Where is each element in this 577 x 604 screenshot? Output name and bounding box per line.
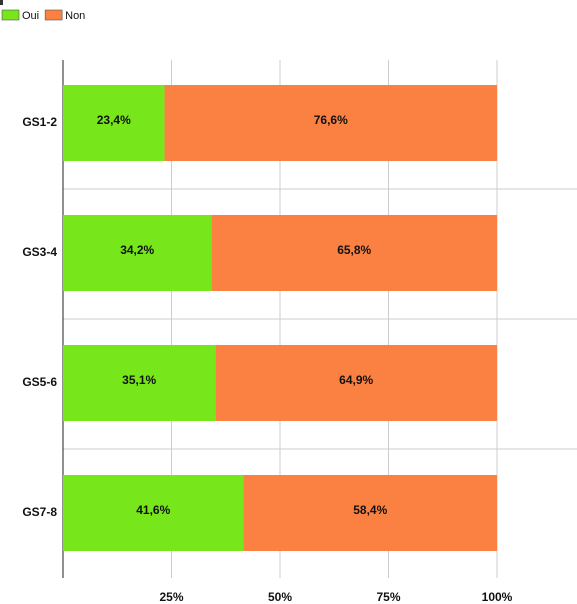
bar-segment [211,215,498,291]
value-label: 23,4% [97,113,131,127]
legend-swatch [44,9,63,21]
bar-segment [215,345,498,421]
value-label: 41,6% [136,503,170,517]
legend: Oui Non [1,9,85,22]
value-label: 76,6% [314,113,348,127]
value-label: 64,9% [339,373,373,387]
value-label: 35,1% [122,373,156,387]
value-label: 58,4% [353,503,387,517]
legend-swatch [1,9,20,21]
y-tick-label: GS1-2 [22,115,57,129]
y-tick-label: GS3-4 [22,245,57,259]
bar-segment [243,475,497,551]
y-tick-label: GS5-6 [22,375,57,389]
legend-label: Oui [22,10,39,22]
bar-segment [63,475,244,551]
x-tick-label: 75% [376,590,400,604]
bar-segment [63,345,216,421]
legend-label: Non [65,10,85,22]
value-label: 65,8% [337,243,371,257]
bar-segment [63,85,165,161]
value-label: 34,2% [120,243,154,257]
y-tick-label: GS7-8 [22,505,57,519]
x-tick-label: 50% [268,590,292,604]
x-tick-label: 100% [482,590,513,604]
bar-segment [164,85,497,161]
bar-segment [63,215,212,291]
x-tick-label: 25% [159,590,183,604]
corner-mark [0,0,3,5]
